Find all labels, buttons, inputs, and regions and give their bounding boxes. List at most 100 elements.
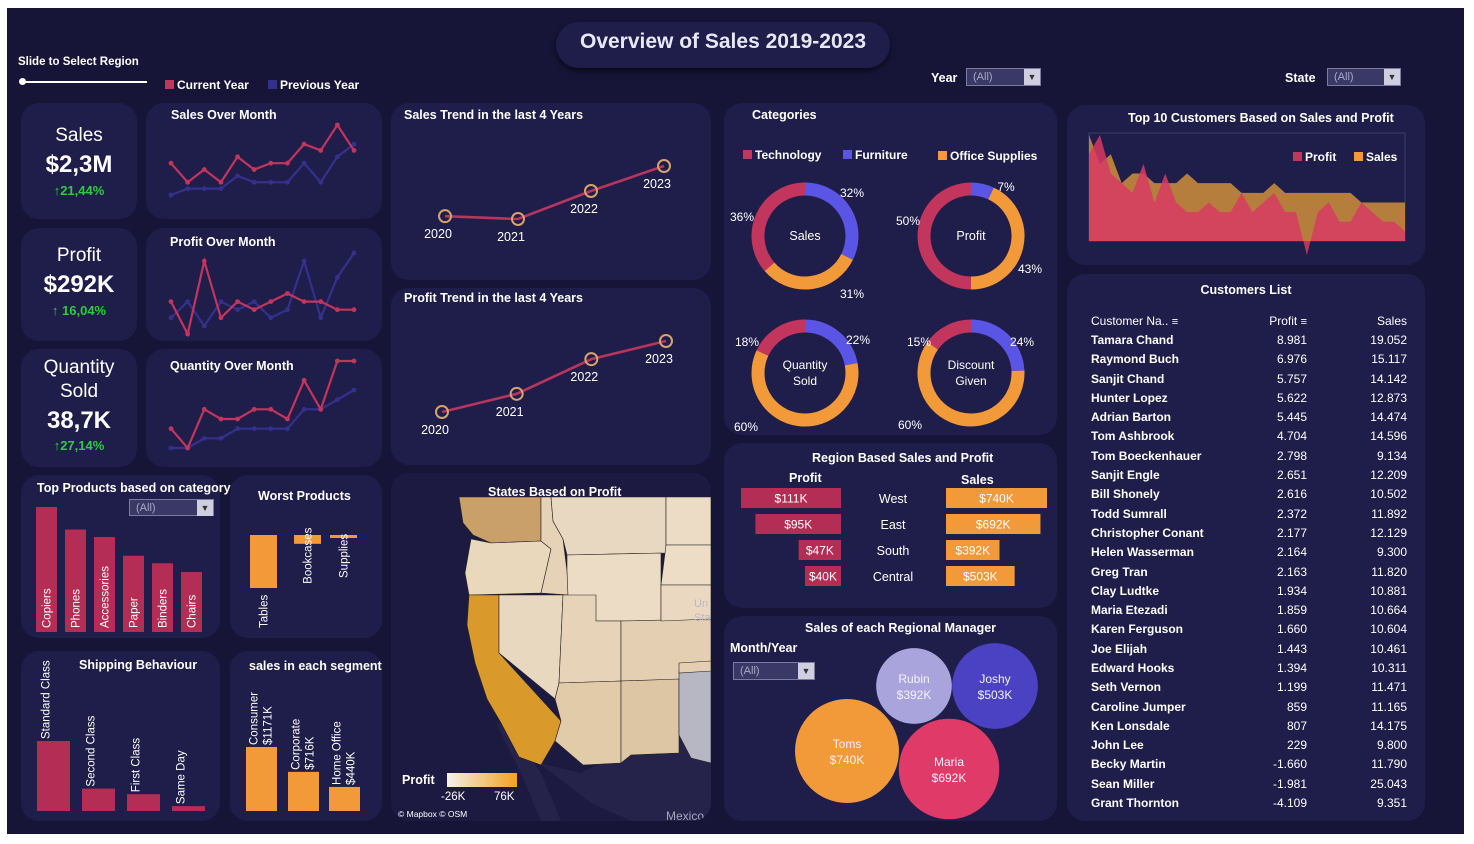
- data-point: [235, 307, 240, 313]
- table-row[interactable]: Sanjit Chand 5.757 14.142: [1091, 369, 1407, 388]
- trend-point: [584, 183, 598, 198]
- table-row[interactable]: Tom Boeckenhauer 2.798 9.134: [1091, 446, 1407, 465]
- region-slider-handle[interactable]: [19, 78, 26, 85]
- trend-point: [511, 212, 525, 226]
- data-point: [168, 445, 174, 451]
- table-row[interactable]: Seth Vernon 1.199 11.471: [1091, 678, 1407, 697]
- month-year-dropdown-value: (All): [740, 665, 760, 677]
- table-row[interactable]: Adrian Barton 5.445 14.474: [1091, 407, 1407, 426]
- kpi-card-quantity: Quantity Sold 38,7K ↑27,14%: [21, 349, 137, 467]
- customer-sales-cell: 9.800: [1376, 738, 1407, 753]
- table-row[interactable]: Christopher Conant 2.177 12.129: [1091, 523, 1407, 542]
- customer-name-cell: Joe Elijah: [1091, 641, 1148, 656]
- bar-consumer: [246, 747, 277, 811]
- data-point: [285, 160, 290, 166]
- data-point: [235, 416, 240, 422]
- state-dropdown[interactable]: (All) ▼: [1327, 68, 1401, 86]
- bar-binders: [152, 563, 173, 632]
- table-row[interactable]: Hunter Lopez 5.622 12.873: [1091, 388, 1407, 407]
- customer-profit-cell: 2.372: [1276, 506, 1307, 521]
- trend-year-label: 2023: [645, 352, 673, 366]
- sort-icon[interactable]: ≡: [1171, 315, 1179, 328]
- top-products-chart: Copiers Phones Accessories Paper Binders Chai…: [36, 507, 202, 632]
- data-point: [168, 426, 174, 432]
- donut-slice-office-supplies: [764, 253, 853, 290]
- table-row[interactable]: Bill Shonely 2.616 10.502: [1091, 485, 1407, 504]
- table-row[interactable]: Joe Elijah 1.443 10.461: [1091, 639, 1407, 658]
- customer-name-cell: Clay Ludtke: [1091, 583, 1160, 598]
- chevron-down-icon[interactable]: ▼: [1024, 69, 1040, 85]
- table-row[interactable]: Helen Wasserman 2.164 9.300: [1091, 543, 1407, 562]
- chevron-down-icon[interactable]: ▼: [197, 500, 213, 516]
- table-row[interactable]: Sean Miller -1.981 25.043: [1091, 774, 1407, 793]
- series-line-current-year: [170, 256, 354, 338]
- customer-name-cell: Edward Hooks: [1091, 660, 1175, 675]
- customer-sales-cell: 14.175: [1370, 718, 1407, 733]
- customer-sales-cell: 14.474: [1370, 410, 1407, 425]
- donut-center-label: Discount: [948, 358, 995, 372]
- legend-profit-label: Profit: [1305, 150, 1337, 164]
- customer-profit-cell: 5.757: [1276, 371, 1307, 386]
- table-row[interactable]: Becky Martin -1.660 11.790: [1091, 755, 1407, 774]
- bar-label: Bookcases: [303, 527, 315, 584]
- table-row[interactable]: Tamara Chand 8.981 19.052: [1091, 330, 1407, 349]
- page-title: Overview of Sales 2019-2023: [579, 30, 867, 53]
- donut-slice-furniture: [804, 319, 858, 366]
- table-row[interactable]: Todd Sumrall 2.372 11.892: [1091, 504, 1407, 523]
- arrow-up-icon: ↑: [51, 303, 63, 318]
- table-row[interactable]: Karen Ferguson 1.660 10.604: [1091, 620, 1407, 639]
- kpi-quantity-label-1: Quantity: [43, 357, 115, 378]
- bar-label: Phones: [71, 589, 83, 628]
- table-row[interactable]: Edward Hooks 1.394 10.311: [1091, 658, 1407, 677]
- map-attribution[interactable]: © Mapbox © OSM: [398, 809, 468, 819]
- trend-line: [441, 339, 667, 414]
- table-row[interactable]: John Lee 229 9.800: [1091, 736, 1407, 755]
- category-dropdown[interactable]: (All) ▼: [129, 499, 214, 516]
- customer-sales-cell: 10.881: [1370, 583, 1407, 598]
- sales-header[interactable]: Sales: [1307, 311, 1407, 330]
- data-point: [251, 307, 257, 313]
- data-point: [268, 426, 274, 432]
- table-row[interactable]: Clay Ludtke 1.934 10.881: [1091, 581, 1407, 600]
- worst-products-card: Worst Products Tables Bookcases Supplies: [230, 475, 382, 638]
- customer-sales-cell: 11.165: [1371, 699, 1407, 714]
- table-row[interactable]: Raymond Buch 6.976 15.117: [1091, 350, 1407, 369]
- data-point: [168, 299, 174, 304]
- segment-chart: Consumer $1171K Corporate $716K Home Office $…: [246, 692, 360, 811]
- profit-legend-gradient: [447, 773, 517, 787]
- table-row[interactable]: Sanjit Engle 2.651 12.209: [1091, 465, 1407, 484]
- customer-name-header[interactable]: Customer Na.. ≡: [1091, 311, 1251, 330]
- year-dropdown[interactable]: (All) ▼: [966, 68, 1041, 86]
- month-year-dropdown[interactable]: (All) ▼: [733, 662, 815, 680]
- customer-name-cell: Bill Shonely: [1091, 487, 1160, 502]
- bubble-value-label: $692K: [932, 771, 967, 785]
- technology-swatch: [743, 150, 752, 159]
- sort-icon[interactable]: ≡: [1300, 315, 1307, 328]
- data-point: [351, 148, 357, 153]
- kpi-quantity-value: 38,7K: [46, 407, 112, 434]
- bar-first-class: [127, 794, 160, 811]
- bar-label: Copiers: [42, 588, 54, 628]
- data-point: [318, 299, 324, 304]
- profit-header[interactable]: Profit ≡: [1251, 311, 1307, 330]
- trend-year-label: 2022: [570, 370, 598, 384]
- chevron-down-icon[interactable]: ▼: [1384, 69, 1400, 85]
- table-row[interactable]: Grant Thornton -4.109 9.351: [1091, 793, 1407, 812]
- categories-card: Categories Technology Furniture Office S…: [724, 103, 1057, 435]
- bubble-name-label: Joshy: [979, 672, 1010, 686]
- table-row[interactable]: Tom Ashbrook 4.704 14.596: [1091, 427, 1407, 446]
- table-row[interactable]: Caroline Jumper 859 11.165: [1091, 697, 1407, 716]
- customer-name-cell: Caroline Jumper: [1091, 699, 1186, 714]
- chevron-down-icon[interactable]: ▼: [798, 663, 814, 679]
- data-point: [168, 315, 174, 321]
- states-map[interactable]: [391, 473, 711, 821]
- table-row[interactable]: Maria Etezadi 1.859 10.664: [1091, 600, 1407, 619]
- trend-year-label: 2023: [643, 177, 671, 191]
- table-row[interactable]: Greg Tran 2.163 11.820: [1091, 562, 1407, 581]
- customer-name-cell: Tom Ashbrook: [1091, 429, 1175, 444]
- data-point: [285, 426, 290, 432]
- customer-name-cell: Christopher Conant: [1091, 525, 1204, 540]
- data-point: [185, 299, 191, 304]
- region-slider[interactable]: [21, 81, 147, 83]
- table-row[interactable]: Ken Lonsdale 807 14.175: [1091, 716, 1407, 735]
